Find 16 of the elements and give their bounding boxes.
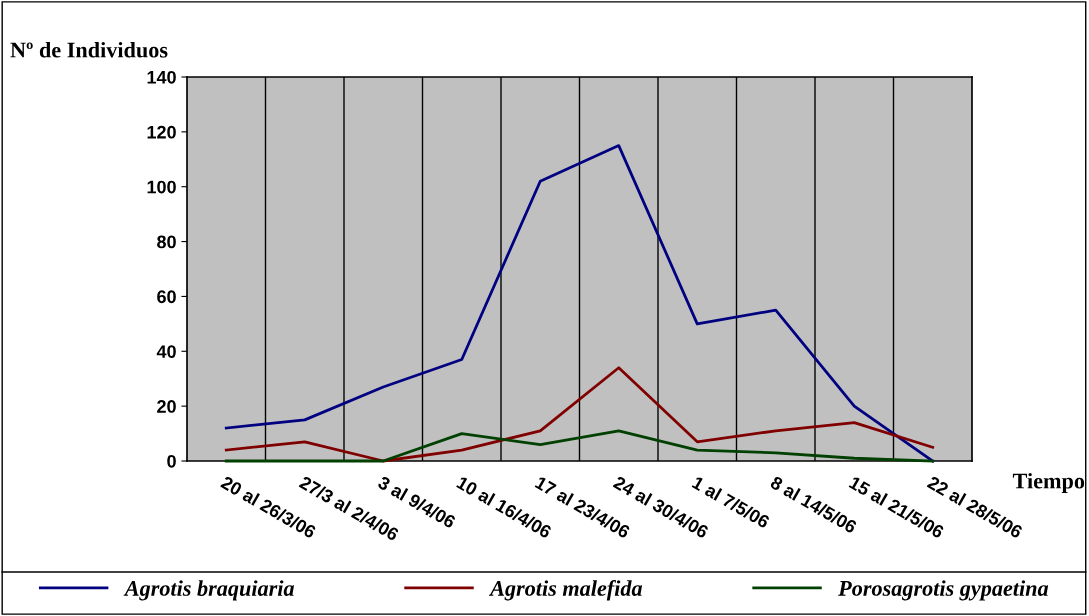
y-tick-label: 0 [167, 454, 176, 468]
y-tick-label: 80 [157, 235, 176, 249]
y-tick-label: 20 [157, 400, 176, 413]
y-tick-label: 120 [147, 125, 176, 139]
y-tick-label: 60 [157, 290, 176, 304]
y-tick-label: 40 [156, 345, 176, 359]
line-series [224, 429, 935, 463]
y-axis-title: Nº de Individuos [10, 41, 168, 58]
x-axis-title: Tiempo [1012, 472, 1085, 494]
legend-label: Porosagrotis gypaetina [838, 580, 1049, 601]
legend-label: Agrotis malefida [488, 580, 643, 601]
y-tick-label: 100 [147, 180, 176, 194]
legend-label: Agrotis braquiaria [123, 580, 295, 601]
y-tick-label: 140 [147, 70, 176, 84]
line-series [224, 144, 935, 463]
line-series [224, 366, 935, 463]
